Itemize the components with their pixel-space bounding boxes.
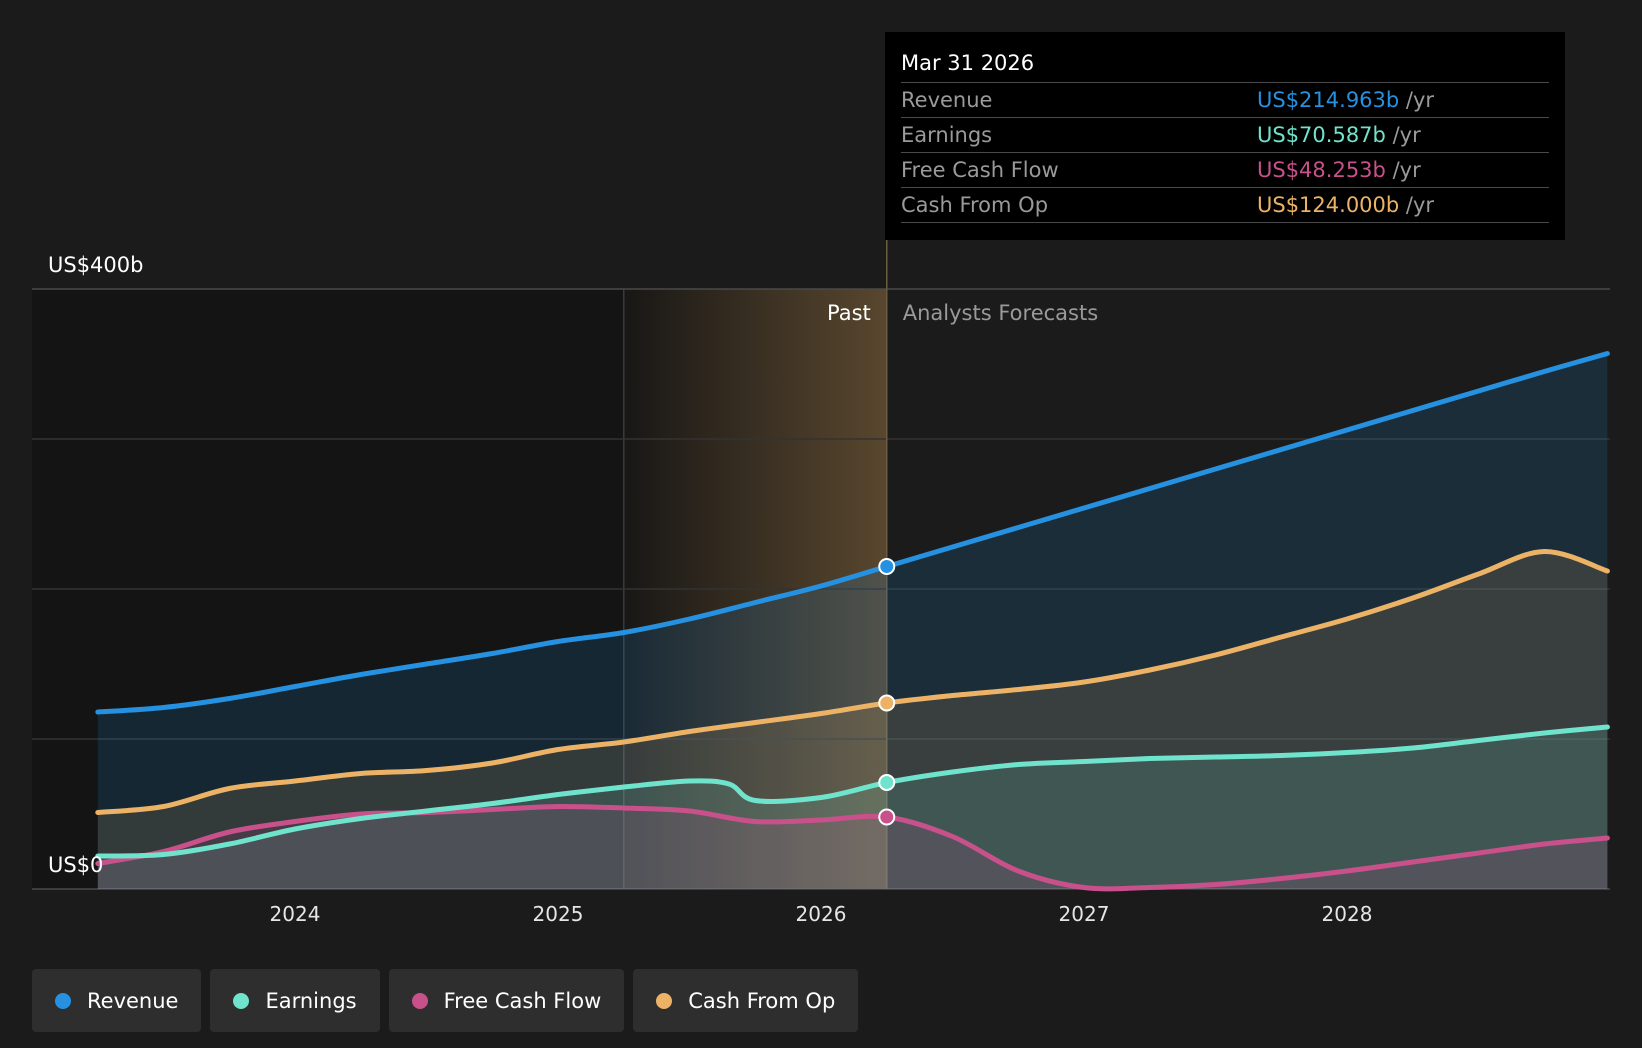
legend-label-cash-from-op: Cash From Op [688,988,836,1013]
tooltip-row-free-cash-flow: Free Cash Flow US$48.253b /yr [901,153,1549,188]
tooltip-row-earnings: Earnings US$70.587b /yr [901,118,1549,153]
marker-cash-from-op[interactable] [878,694,896,712]
line-free-cash-flow [95,803,1610,892]
chart-legend: Revenue Earnings Free Cash Flow Cash Fro… [32,969,859,1032]
x-tick-label: 2027 [1059,902,1110,926]
area-free-cash-flow [97,806,1608,889]
legend-item-revenue[interactable]: Revenue [32,969,202,1032]
tooltip-row-cash-from-op: Cash From Op US$124.000b /yr [901,188,1549,223]
tooltip-label-cash-from-op: Cash From Op [901,193,1049,217]
legend-item-earnings[interactable]: Earnings [210,969,380,1032]
tooltip-value-cash-from-op: US$124.000b [1257,193,1400,217]
marker-earnings[interactable] [878,774,896,791]
x-tick-label: 2028 [1322,902,1373,926]
hover-tooltip: Mar 31 2026 Revenue US$214.963b /yr Earn… [885,32,1565,240]
tooltip-unit: /yr [1392,158,1421,182]
x-tick-label: 2026 [796,902,847,926]
tooltip-value-free-cash-flow: US$48.253b [1257,158,1386,182]
tooltip-label-earnings: Earnings [901,123,993,147]
legend-dot-icon [656,992,673,1009]
line-revenue [95,351,1610,715]
tooltip-value-earnings: US$70.587b [1257,123,1386,147]
tooltip-label-revenue: Revenue [901,88,993,112]
x-tick-label: 2025 [533,902,584,926]
tooltip-unit: /yr [1392,123,1421,147]
marker-revenue[interactable] [878,558,896,575]
tooltip-value-revenue: US$214.963b [1257,88,1400,112]
x-tick-label: 2024 [270,902,321,926]
tooltip-label-free-cash-flow: Free Cash Flow [901,158,1059,182]
legend-dot-icon [233,992,250,1009]
legend-label-earnings: Earnings [265,988,357,1013]
y-axis-bottom-label: US$0 [48,853,103,877]
legend-label-free-cash-flow: Free Cash Flow [443,988,602,1013]
past-label: Past [827,301,871,325]
line-earnings [95,724,1610,859]
legend-label-revenue: Revenue [87,988,179,1013]
legend-item-cash-from-op[interactable]: Cash From Op [633,969,859,1032]
tooltip-unit: /yr [1405,193,1435,217]
tooltip-date: Mar 31 2026 [901,46,1549,83]
area-earnings [97,727,1608,889]
y-axis-top-label: US$400b [48,253,143,277]
line-cash-from-op [95,548,1610,815]
tooltip-row-revenue: Revenue US$214.963b /yr [901,83,1549,118]
tooltip-unit: /yr [1405,88,1435,112]
forecast-label: Analysts Forecasts [903,301,1098,325]
legend-dot-icon [411,992,428,1009]
legend-item-free-cash-flow[interactable]: Free Cash Flow [388,969,625,1032]
legend-dot-icon [55,992,71,1009]
marker-free-cash-flow[interactable] [878,808,896,826]
